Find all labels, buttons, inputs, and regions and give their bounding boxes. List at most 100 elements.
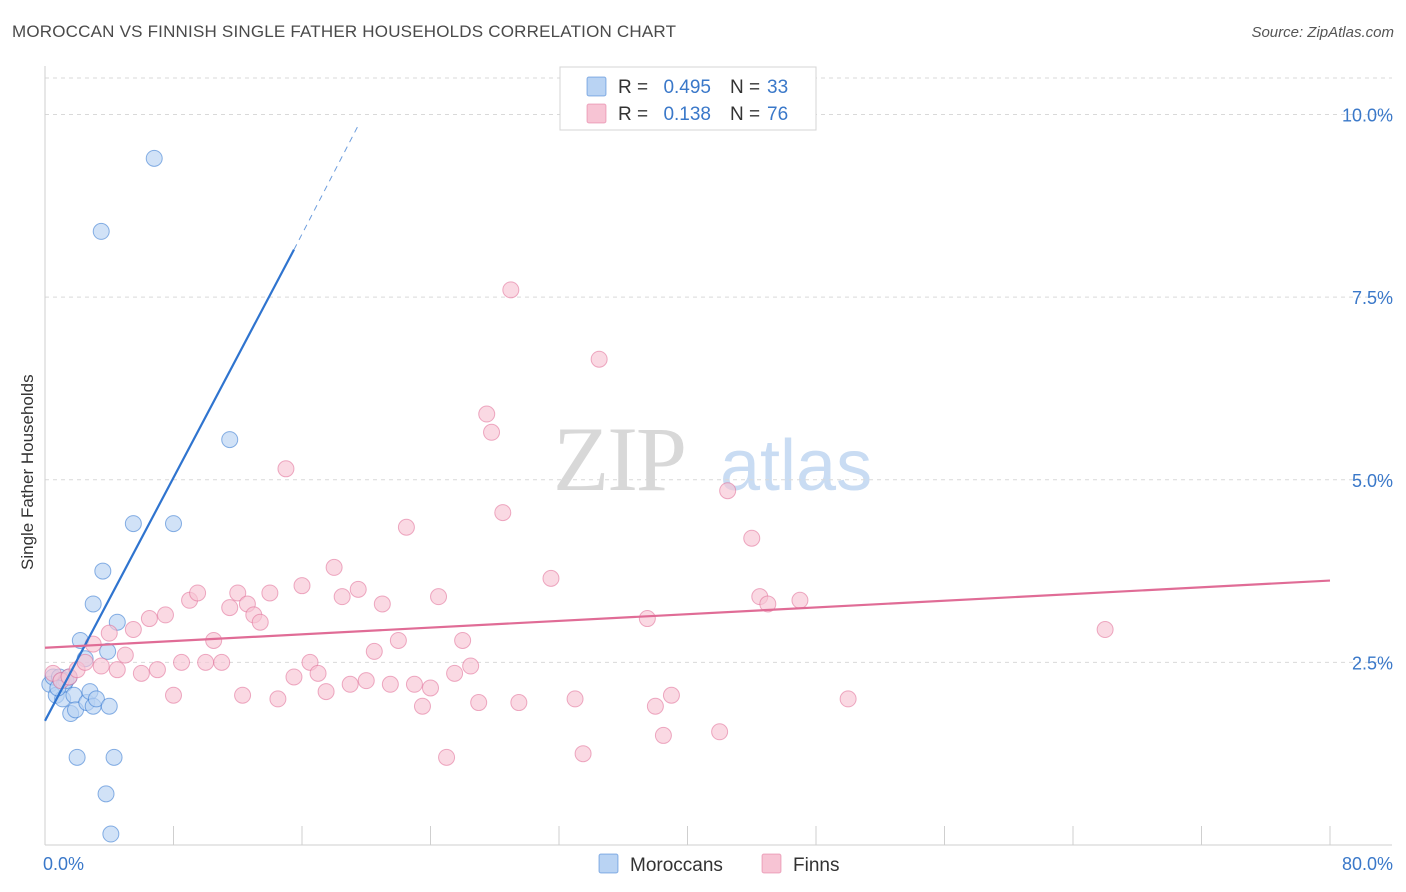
legend-r-value: 0.138	[663, 104, 711, 125]
finn-point	[124, 621, 142, 639]
finn-point	[132, 664, 150, 682]
finn-point	[165, 686, 182, 704]
finn-point	[483, 423, 501, 441]
finn-point	[1096, 621, 1114, 639]
y-tick-label: 2.5%	[1352, 653, 1393, 673]
finn-point	[277, 460, 295, 478]
finn-point	[293, 577, 311, 595]
finn-point	[251, 613, 269, 631]
y-tick-label: 5.0%	[1352, 471, 1393, 491]
finn-point	[405, 675, 423, 693]
moroccan-point	[221, 431, 239, 449]
finn-point	[759, 595, 777, 613]
bottom-legend-swatch[interactable]	[761, 853, 782, 874]
finn-point	[76, 653, 94, 671]
finn-point	[839, 690, 857, 708]
y-tick-label: 10.0%	[1342, 106, 1393, 126]
watermark-atlas: atlas	[720, 426, 872, 506]
x-tick-label-min: 0.0%	[43, 854, 84, 874]
finn-point	[205, 631, 223, 649]
finn-point	[470, 694, 488, 712]
finn-point	[574, 745, 592, 763]
legend-n-label: N =	[730, 77, 760, 98]
finn-point	[349, 580, 367, 598]
finn-point	[446, 664, 464, 682]
finn-point	[478, 405, 496, 423]
finn-point	[285, 668, 303, 686]
x-tick-label-max: 80.0%	[1342, 854, 1393, 874]
finn-point	[197, 653, 215, 671]
finn-point	[502, 281, 520, 299]
chart-title: MOROCCAN VS FINNISH SINGLE FATHER HOUSEH…	[12, 22, 677, 41]
bottom-legend-label[interactable]: Finns	[793, 855, 839, 876]
finn-point	[566, 690, 584, 708]
legend-r-value: 0.495	[663, 77, 711, 98]
finn-point	[422, 679, 439, 697]
finn-point	[373, 595, 391, 613]
finn-point	[357, 672, 375, 690]
legend-r-label: R =	[618, 104, 648, 125]
source-label: Source: ZipAtlas.com	[1251, 24, 1394, 41]
finn-point	[100, 624, 118, 642]
finn-point	[711, 723, 729, 741]
finn-point	[140, 610, 158, 628]
watermark-zip: ZIP	[553, 408, 685, 510]
finn-point	[413, 697, 431, 715]
finn-point	[365, 642, 383, 660]
moroccan-point	[145, 149, 163, 167]
legend-swatch	[586, 103, 607, 124]
moroccan-point	[87, 690, 105, 708]
finn-point	[638, 610, 656, 628]
moroccan-point	[102, 825, 120, 843]
moroccan-point	[94, 562, 112, 580]
finn-point	[662, 686, 680, 704]
bottom-legend-label[interactable]: Moroccans	[630, 855, 723, 876]
finn-point	[510, 694, 528, 712]
finn-point	[542, 569, 560, 587]
finn-point	[148, 661, 166, 679]
y-tick-label: 7.5%	[1352, 288, 1393, 308]
finn-point	[234, 686, 252, 704]
finn-point	[92, 657, 110, 675]
finn-point	[333, 588, 351, 606]
legend-n-label: N =	[730, 104, 760, 125]
finn-point	[341, 675, 359, 693]
moroccan-trend-extension	[293, 125, 359, 250]
finn-point	[389, 631, 407, 649]
bottom-legend-swatch[interactable]	[598, 853, 619, 874]
finn-point	[156, 606, 174, 624]
finn-point	[791, 591, 809, 609]
finn-point	[269, 690, 287, 708]
legend-r-label: R =	[618, 77, 648, 98]
moroccan-point	[97, 785, 115, 803]
finn-point	[221, 599, 239, 617]
finn-point	[719, 482, 737, 500]
finn-point	[397, 518, 415, 536]
moroccan-point	[105, 748, 123, 766]
finn-trend-line	[44, 579, 1331, 649]
finn-point	[462, 657, 480, 675]
finn-point	[430, 588, 448, 606]
finn-point	[173, 653, 191, 671]
legend-n-value: 76	[767, 104, 788, 125]
finn-point	[590, 350, 608, 368]
finn-point	[646, 697, 664, 715]
moroccan-trend-line	[44, 249, 295, 722]
finn-point	[654, 726, 672, 744]
legend-swatch	[586, 76, 607, 97]
finn-point	[213, 653, 231, 671]
moroccan-point	[165, 515, 182, 533]
finn-point	[108, 661, 126, 679]
finn-point	[189, 584, 207, 602]
finn-point	[261, 584, 279, 602]
finn-point	[381, 675, 399, 693]
moroccan-point	[124, 515, 142, 533]
finn-point	[229, 584, 247, 602]
moroccan-point	[92, 222, 110, 240]
moroccan-point	[100, 697, 118, 715]
finn-point	[494, 504, 512, 522]
finn-point	[325, 558, 343, 576]
finn-point	[743, 529, 761, 547]
finn-point	[454, 631, 472, 649]
